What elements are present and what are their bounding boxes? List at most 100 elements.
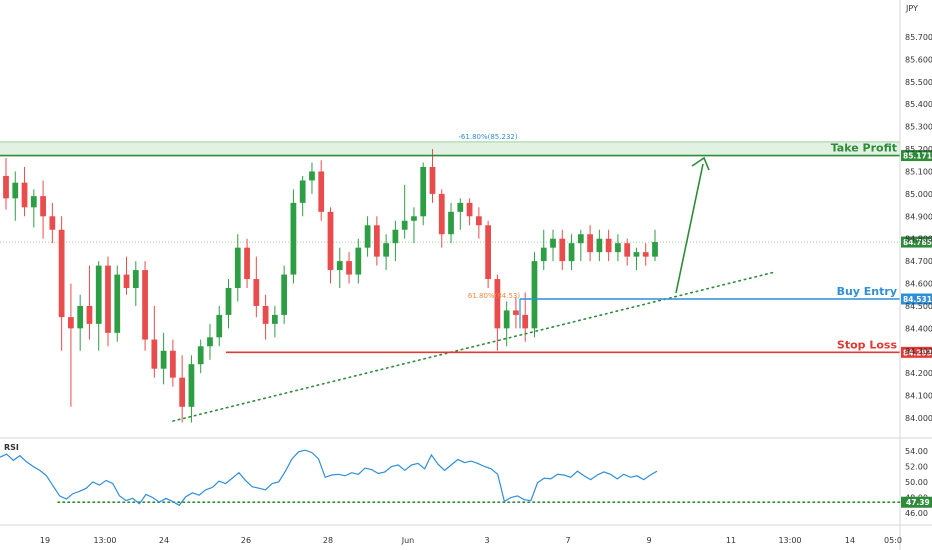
candle-body: [559, 238, 566, 262]
candle-body: [160, 350, 167, 369]
candle-body: [355, 247, 362, 275]
buy-entry-label: Buy Entry: [837, 285, 897, 298]
candle-body: [327, 211, 334, 271]
candle-body: [58, 229, 65, 318]
candle-body: [30, 196, 37, 208]
candle-body: [624, 243, 631, 257]
candle-body: [142, 270, 148, 340]
candle-body: [179, 377, 186, 407]
candle-body: [253, 279, 260, 306]
candle-body: [216, 314, 223, 338]
time-tick-label: 7: [565, 536, 570, 545]
candle-body: [605, 238, 612, 253]
candle-body: [411, 216, 417, 221]
time-axis[interactable]: 19 13:00 24 26 28 Jun 3 7 9 11 13:00 14 05:0: [40, 536, 902, 545]
price-tick-label: 84.000: [905, 414, 932, 423]
candle-body: [531, 261, 538, 329]
candle-body: [466, 202, 473, 217]
price-tick-label: 84.700: [905, 257, 932, 266]
current-price-tag: [901, 236, 932, 248]
candle-body: [633, 252, 640, 257]
candle-body: [401, 220, 408, 230]
time-tick-label: 26: [241, 536, 251, 545]
candle-body: [392, 229, 399, 244]
candle-body: [290, 202, 297, 275]
candle-body: [540, 247, 547, 262]
candle-body: [105, 265, 111, 333]
candle-body: [494, 279, 501, 329]
levels: Take Profit 85.171 Buy Entry 84.531 Stop Los…: [0, 142, 932, 422]
price-tick-label: 84.500: [905, 302, 932, 311]
candle-body: [49, 216, 56, 230]
candle-body: [299, 180, 306, 203]
uptrend-line: [172, 271, 776, 422]
candle-body: [271, 314, 278, 324]
candle-body: [318, 171, 325, 212]
rsi-tick-label: 50.00: [905, 478, 928, 487]
candle-body: [346, 261, 352, 275]
take-profit-label: Take Profit: [831, 142, 897, 155]
rsi-tick-label: 54.00: [905, 447, 928, 456]
take-profit-zone: [0, 141, 900, 156]
time-tick-label: Jun: [401, 536, 415, 545]
fib-mid-label: 61.80%(84.53): [468, 292, 520, 300]
rsi-support-tag: [901, 496, 932, 508]
rsi-title: RSI: [4, 443, 19, 452]
candle-body: [114, 274, 121, 333]
price-tick-label: 85.300: [905, 123, 932, 132]
candle-body: [132, 270, 139, 289]
candle-body: [475, 216, 482, 226]
time-tick-label: 28: [323, 536, 333, 545]
price-tick-label: 85.500: [905, 78, 932, 87]
time-tick-label: 9: [646, 536, 651, 545]
candle-body: [21, 182, 28, 208]
candle-body: [485, 225, 491, 280]
candle-body: [513, 310, 519, 315]
candle-body: [40, 196, 46, 217]
candle-body: [522, 314, 529, 329]
candle-body: [281, 274, 288, 315]
buy-entry-tag-text: 84.531: [903, 295, 932, 304]
candle-body: [86, 305, 93, 324]
fib-top-label: -61.80%(85.232): [458, 133, 517, 141]
price-tick-label: 85.000: [905, 190, 932, 199]
candle-body: [373, 225, 380, 257]
rsi-line: [0, 449, 658, 507]
candle-body: [207, 337, 213, 347]
candle-body: [503, 310, 510, 329]
rsi-tick-label: 46.00: [905, 509, 928, 518]
candle-body: [550, 238, 556, 248]
candle-body: [438, 193, 445, 235]
price-tick-label: 84.900: [905, 212, 932, 221]
candle-body: [68, 317, 74, 329]
candle-body: [77, 305, 84, 329]
candle-body: [3, 175, 9, 199]
candle-body: [652, 242, 658, 257]
stop-loss-label: Stop Loss: [837, 338, 898, 351]
candle-body: [577, 234, 584, 244]
time-tick-label: 05:0: [884, 536, 902, 545]
time-tick-label: 24: [159, 536, 169, 545]
current-price-tag-text: 84.785: [903, 238, 932, 247]
candle-body: [615, 243, 621, 253]
time-tick-label: 3: [484, 536, 489, 545]
time-tick-label: 11: [726, 536, 736, 545]
target-arrow-head: [691, 156, 710, 171]
price-tick-label: 84.100: [905, 392, 932, 401]
stop-loss-tag-text: 84.293: [903, 348, 932, 357]
candle-body: [95, 265, 102, 324]
candle-body: [123, 274, 130, 289]
candle-body: [244, 247, 250, 280]
candle-body: [568, 243, 575, 262]
candle-body: [309, 171, 315, 181]
price-tick-label: 85.600: [905, 55, 932, 64]
zones: -61.80%(85.232): [0, 133, 900, 243]
price-tick-label: 85.700: [905, 33, 932, 42]
time-tick-label: 19: [40, 536, 50, 545]
candle-body: [12, 182, 19, 199]
candle-body: [457, 202, 464, 212]
rsi-tick-label: 52.00: [905, 463, 928, 472]
candle-body: [188, 364, 195, 407]
